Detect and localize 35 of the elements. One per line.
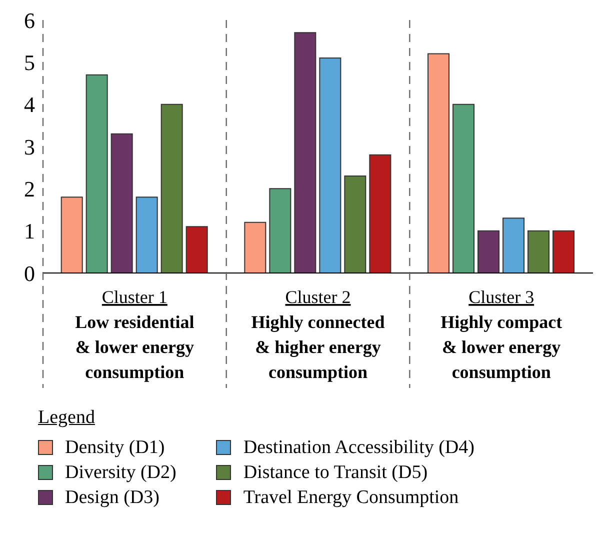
bar [294, 32, 316, 273]
bar [269, 188, 292, 273]
legend-label: Travel Energy Consumption [243, 486, 459, 508]
legend-label: Diversity (D2) [65, 462, 176, 484]
bar [244, 222, 266, 273]
y-tick-label: 6 [24, 8, 35, 33]
legend-label: Density (D1) [65, 436, 165, 458]
bar [502, 218, 524, 273]
bar [110, 133, 133, 273]
bar [160, 104, 183, 273]
legend-label: Destination Accessibility (D4) [243, 436, 474, 458]
y-tick-label: 1 [24, 218, 35, 244]
x-tick-label: Cluster 3 Highly compact & lower energy consumption [440, 287, 562, 382]
bar [478, 230, 500, 273]
x-tick-label: Cluster 2 Highly connected & higher energy consumption [251, 287, 385, 382]
bar [552, 230, 574, 273]
legend-label: Design (D3) [65, 486, 160, 508]
y-tick-label: 5 [24, 50, 35, 75]
bar [344, 176, 366, 273]
bar [528, 230, 550, 273]
y-tick-label: 2 [24, 176, 35, 202]
x-tick-label: Cluster 1 Low residential & lower energy consumption [75, 287, 194, 382]
bar [86, 74, 108, 273]
bar [186, 226, 208, 273]
bar [369, 154, 392, 273]
bar [60, 196, 83, 273]
legend-label: Distance to Transit (D5) [243, 462, 428, 484]
bar [428, 53, 450, 273]
y-tick-label: 3 [24, 134, 35, 160]
legend-title: Legend [38, 407, 96, 429]
bar [136, 196, 158, 273]
y-tick-label: 4 [24, 92, 35, 118]
bar [319, 57, 342, 273]
bar [452, 104, 474, 273]
y-tick-label: 0 [24, 260, 35, 286]
